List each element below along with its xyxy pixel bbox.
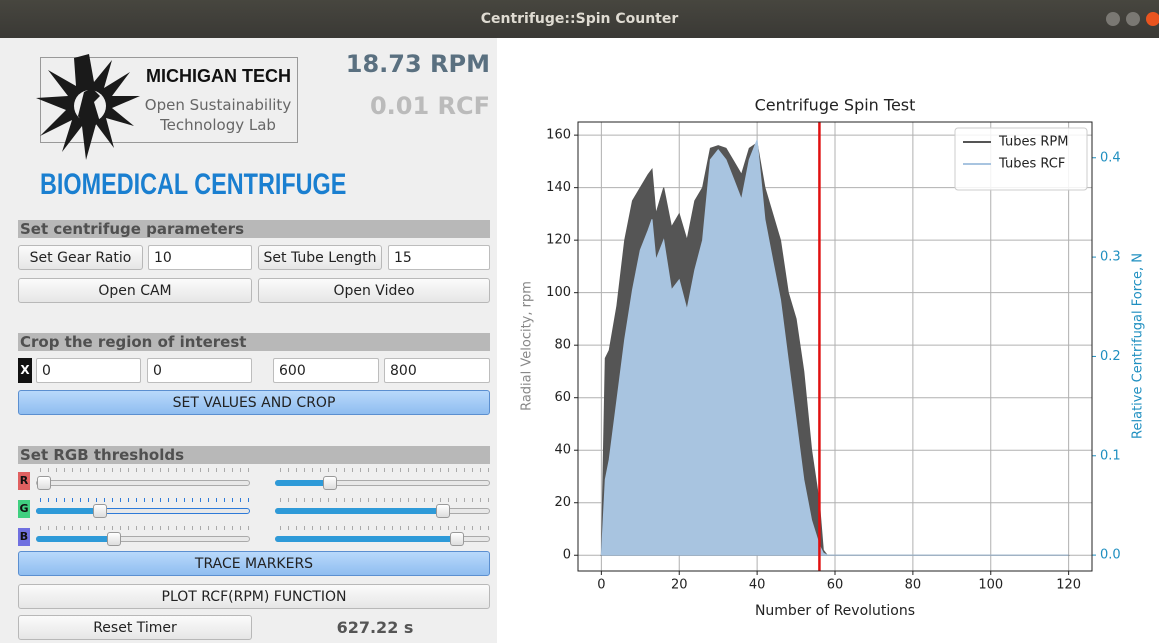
slider-ticks — [280, 468, 490, 472]
slider-fill — [36, 536, 114, 542]
input[interactable]: 10 — [148, 245, 252, 270]
section-header: Set RGB thresholds — [18, 446, 490, 464]
rcf-readout: 0.01 RCF — [369, 92, 490, 120]
timer: 627.22 s — [336, 618, 414, 637]
slider-fill — [275, 508, 443, 514]
y2-tick-label: 0.1 — [1100, 448, 1121, 463]
y-tick-label: 80 — [554, 338, 571, 353]
button[interactable]: Set Gear Ratio — [18, 245, 143, 270]
y-tick-label: 100 — [546, 285, 571, 300]
x-tick-label: 100 — [978, 578, 1003, 593]
button[interactable]: Open CAM — [18, 278, 252, 303]
logo-line: Technology Lab — [160, 116, 276, 134]
legend-box — [954, 127, 1088, 191]
x-tick-label: 120 — [1056, 578, 1081, 593]
slider-ticks — [280, 526, 490, 530]
channel-label: R — [18, 472, 30, 490]
y-tick-label: 60 — [554, 390, 571, 405]
channel-label: G — [18, 500, 30, 518]
app-title: BIOMEDICAL CENTRIFUGE — [40, 168, 347, 201]
window-title: Centrifuge::Spin Counter — [480, 11, 679, 27]
y-tick-label: 0 — [563, 548, 571, 563]
y2-tick-label: 0.4 — [1100, 150, 1121, 165]
minimize[interactable] — [1106, 12, 1120, 26]
rpm-readout: 18.73 RPM — [345, 50, 490, 78]
y2-axis-label: Relative Centrifugal Force, N — [1131, 253, 1146, 439]
y2-tick-label: 0.2 — [1100, 349, 1121, 364]
slider-ticks — [40, 526, 250, 530]
logo-name: MICHIGAN TECH — [146, 66, 291, 86]
y2-tick-label: 0.3 — [1100, 250, 1121, 265]
maximize[interactable] — [1126, 12, 1140, 26]
area — [600, 139, 1069, 556]
input[interactable]: 0 — [147, 358, 252, 383]
slider-ticks — [280, 498, 490, 502]
logo-icon — [36, 54, 140, 160]
x-label: X — [18, 358, 32, 383]
y-tick-label: 20 — [554, 495, 571, 510]
button[interactable]: Reset Timer — [18, 615, 252, 640]
section-header: Set centrifuge parameters — [18, 220, 490, 238]
slider-handle[interactable] — [450, 532, 464, 546]
title-bar: Centrifuge::Spin Counter — [0, 0, 1159, 38]
slider-fill — [36, 508, 98, 514]
x-tick-label: 40 — [749, 578, 766, 593]
button[interactable]: TRACE MARKERS — [18, 551, 490, 576]
button[interactable]: Open Video — [258, 278, 490, 303]
slider-handle[interactable] — [436, 504, 450, 518]
input[interactable]: 600 — [273, 358, 379, 383]
section-header: Crop the region of interest — [18, 333, 490, 351]
input[interactable]: 15 — [388, 245, 490, 270]
legend-label: Tubes RPM — [998, 135, 1068, 150]
x-axis-label: Number of Revolutions — [755, 603, 915, 619]
y2-tick-label: 0.0 — [1100, 548, 1121, 563]
slider-ticks — [40, 468, 250, 472]
close[interactable] — [1146, 12, 1159, 26]
y-axis-label: Radial Velocity, rpm — [520, 281, 535, 411]
chart-title: Centrifuge Spin Test — [755, 96, 916, 115]
x-tick-label: 0 — [597, 578, 605, 593]
button[interactable]: SET VALUES AND CROP — [18, 390, 490, 415]
y-tick-label: 140 — [546, 180, 571, 195]
y-tick-label: 160 — [546, 128, 571, 143]
slider-handle[interactable] — [107, 532, 121, 546]
button[interactable]: Set Tube Length — [258, 245, 382, 270]
legend-label: Tubes RCF — [998, 157, 1065, 172]
slider-handle[interactable] — [93, 504, 107, 518]
channel-label: B — [18, 528, 30, 546]
logo-box — [40, 57, 298, 143]
y-tick-label: 40 — [554, 443, 571, 458]
slider-handle[interactable] — [323, 476, 337, 490]
slider-handle[interactable] — [37, 476, 51, 490]
logo-line: Open Sustainability — [144, 96, 292, 114]
button[interactable]: PLOT RCF(RPM) FUNCTION — [18, 584, 490, 609]
slider[interactable] — [36, 480, 250, 486]
slider-fill — [275, 480, 330, 486]
slider-fill — [275, 536, 457, 542]
chart: Centrifuge Spin Test Number of Revolutio… — [497, 38, 1159, 643]
x-tick-label: 60 — [827, 578, 844, 593]
y-tick-label: 120 — [546, 233, 571, 248]
input[interactable]: 800 — [384, 358, 490, 383]
input[interactable]: 0 — [36, 358, 141, 383]
plot-frame — [577, 121, 1093, 572]
slider-ticks — [40, 498, 250, 502]
x-tick-label: 20 — [671, 578, 688, 593]
x-tick-label: 80 — [905, 578, 922, 593]
